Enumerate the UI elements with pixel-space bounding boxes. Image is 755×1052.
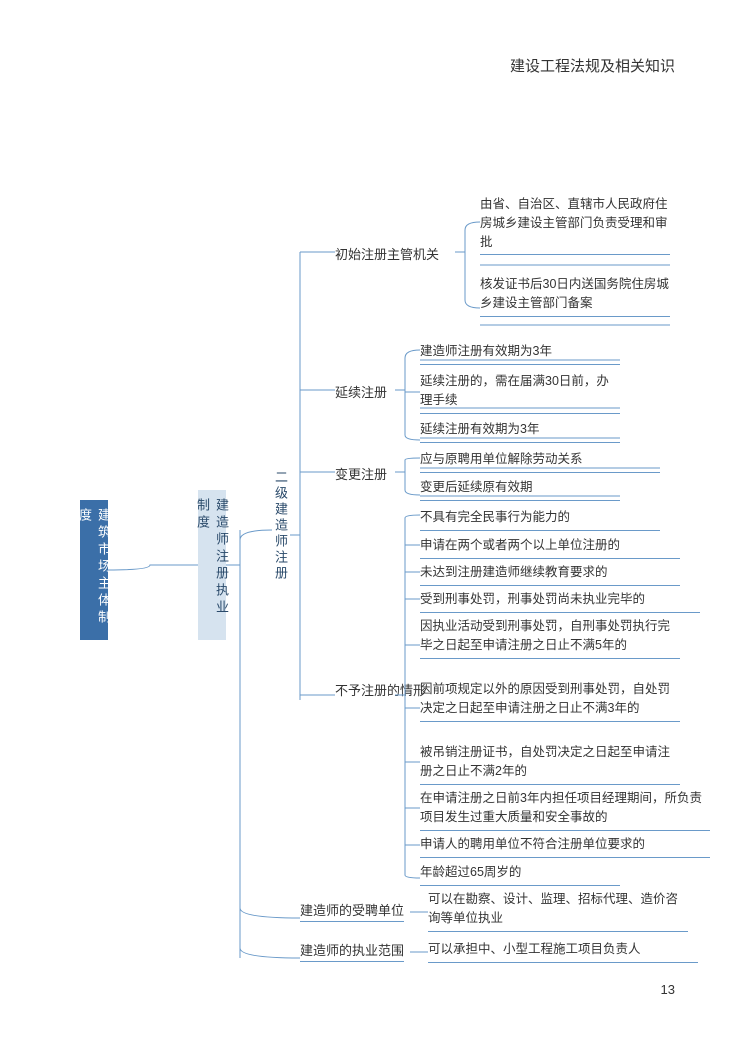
leaf: 被吊销注册证书，自处罚决定之日起至申请注册之日止不满2年的 bbox=[420, 743, 680, 785]
leaf: 可以在勘察、设计、监理、招标代理、造价咨询等单位执业 bbox=[428, 890, 688, 932]
level3-node: 二级建造师注册 bbox=[272, 470, 290, 582]
leaf: 年龄超过65周岁的 bbox=[420, 863, 620, 886]
branch-label-initial-reg: 初始注册主管机关 bbox=[335, 244, 439, 263]
leaf: 在申请注册之日前3年内担任项目经理期间，所负责项目发生过重大质量和安全事故的 bbox=[420, 789, 710, 831]
leaf: 由省、自治区、直辖市人民政府住房城乡建设主管部门负责受理和审批 bbox=[480, 195, 670, 255]
leaf: 核发证书后30日内送国务院住房城乡建设主管部门备案 bbox=[480, 275, 670, 317]
leaf: 可以承担中、小型工程施工项目负责人 bbox=[428, 940, 698, 963]
leaf: 因执业活动受到刑事处罚，自刑事处罚执行完毕之日起至申请注册之日止不满5年的 bbox=[420, 617, 680, 659]
leaf: 未达到注册建造师继续教育要求的 bbox=[420, 563, 680, 586]
leaf: 延续注册有效期为3年 bbox=[420, 420, 620, 443]
level2-node: 建造师注册执业制度 bbox=[198, 490, 226, 640]
leaf: 因前项规定以外的原因受到刑事处罚，自处罚决定之日起至申请注册之日止不满3年的 bbox=[420, 680, 680, 722]
branch-label-deny: 不予注册的情形 bbox=[335, 680, 395, 699]
branch-label-scope: 建造师的执业范围 bbox=[300, 940, 404, 962]
leaf: 变更后延续原有效期 bbox=[420, 478, 620, 501]
leaf: 延续注册的，需在届满30日前，办理手续 bbox=[420, 372, 620, 414]
leaf: 不具有完全民事行为能力的 bbox=[420, 508, 660, 531]
leaf: 建造师注册有效期为3年 bbox=[420, 342, 620, 365]
leaf: 应与原聘用单位解除劳动关系 bbox=[420, 450, 660, 473]
branch-label-employer: 建造师的受聘单位 bbox=[300, 900, 404, 922]
page-header: 建设工程法规及相关知识 bbox=[510, 55, 675, 76]
leaf: 受到刑事处罚，刑事处罚尚未执业完毕的 bbox=[420, 590, 700, 613]
branch-label-renew: 延续注册 bbox=[335, 382, 387, 401]
branch-label-change: 变更注册 bbox=[335, 464, 387, 483]
leaf: 申请在两个或者两个以上单位注册的 bbox=[420, 536, 680, 559]
page-number: 13 bbox=[661, 982, 675, 997]
leaf: 申请人的聘用单位不符合注册单位要求的 bbox=[420, 835, 710, 858]
root-node: 建筑市场主体制度 bbox=[80, 500, 108, 640]
